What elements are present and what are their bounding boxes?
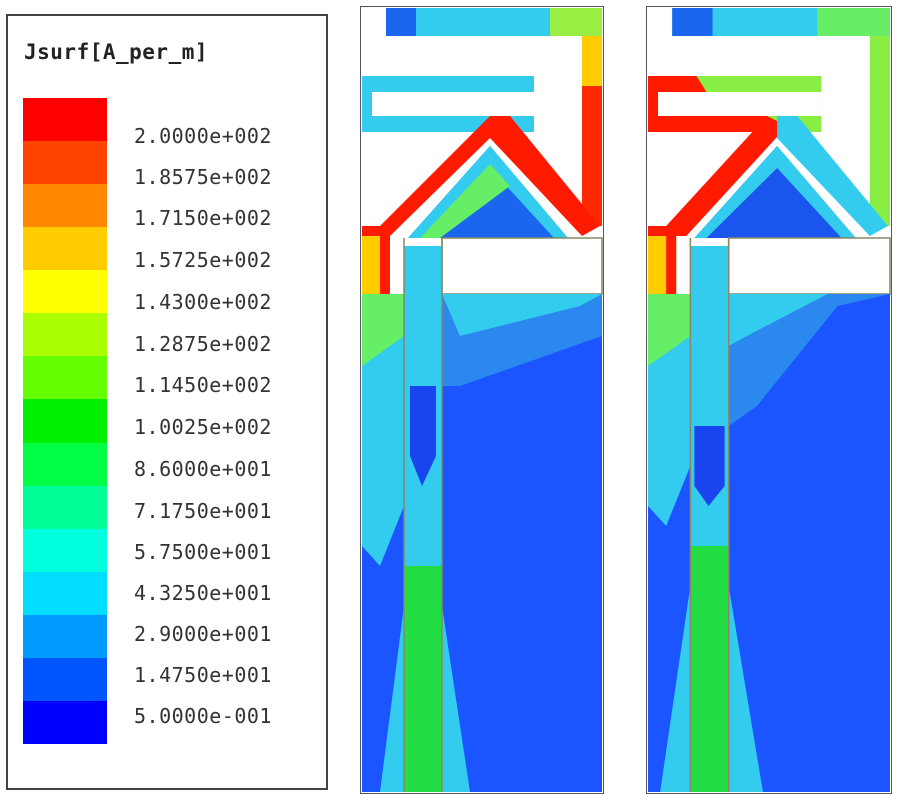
color-band (23, 313, 107, 357)
colorbar (23, 98, 107, 744)
tick-label: 5.0000e-001 (134, 704, 272, 728)
color-band (23, 442, 107, 486)
field-plot-right (646, 6, 892, 794)
field-plot-right-svg (646, 6, 892, 794)
tick-label: 1.2875e+002 (134, 332, 272, 356)
legend-title: Jsurf[A_per_m] (24, 40, 209, 64)
tick-label: 1.7150e+002 (134, 206, 272, 230)
tick-label: 1.5725e+002 (134, 248, 272, 272)
color-band (23, 614, 107, 658)
color-band (23, 528, 107, 572)
color-band (23, 700, 107, 744)
color-band (23, 399, 107, 443)
tick-label: 1.0025e+002 (134, 415, 272, 439)
tick-label: 2.0000e+002 (134, 124, 272, 148)
tick-label: 2.9000e+001 (134, 622, 272, 646)
tick-label: 1.1450e+002 (134, 373, 272, 397)
color-band (23, 98, 107, 142)
tick-label: 4.3250e+001 (134, 581, 272, 605)
colorbar-legend: Jsurf[A_per_m] 2.0000e+002 1.8575e+002 1… (6, 14, 328, 790)
color-band (23, 356, 107, 400)
color-band (23, 227, 107, 271)
field-plot-left (360, 6, 604, 794)
tick-label: 1.8575e+002 (134, 165, 272, 189)
tick-label: 8.6000e+001 (134, 457, 272, 481)
color-band (23, 141, 107, 185)
color-band (23, 485, 107, 529)
tick-label: 1.4750e+001 (134, 663, 272, 687)
field-plot-left-svg (360, 6, 604, 794)
color-band (23, 571, 107, 615)
tick-label: 5.7500e+001 (134, 540, 272, 564)
tick-label: 1.4300e+002 (134, 290, 272, 314)
color-band (23, 184, 107, 228)
color-band (23, 657, 107, 701)
color-band (23, 270, 107, 314)
tick-label: 7.1750e+001 (134, 499, 272, 523)
